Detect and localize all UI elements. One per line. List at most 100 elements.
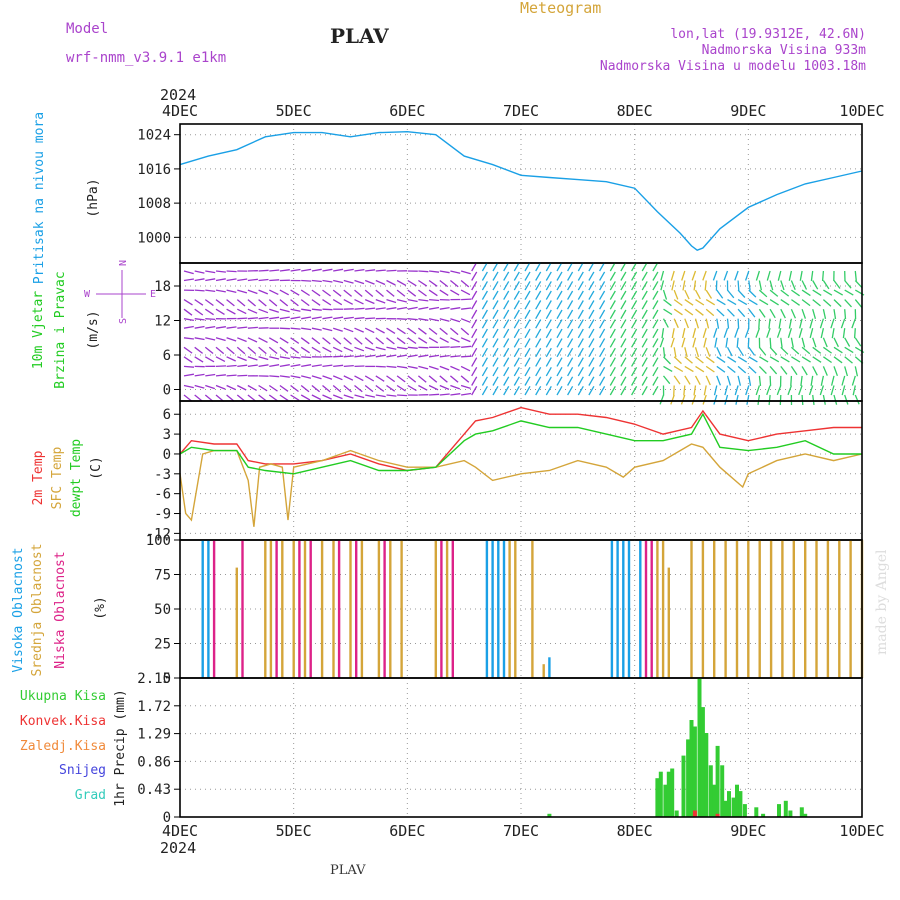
wind-arrow — [503, 376, 510, 386]
wind-arrow — [705, 375, 711, 386]
wind-arrow — [704, 280, 707, 291]
wind-arrow — [830, 385, 835, 396]
time-axis-top: 4DEC 5DEC 6DEC 7DEC 8DEC 9DEC 10DEC — [162, 102, 885, 120]
wind-arrow — [513, 357, 520, 367]
wind-arrow — [332, 337, 342, 345]
compass-east: E — [150, 289, 156, 300]
wind-arrow — [215, 384, 226, 390]
wind-arrow — [673, 308, 683, 316]
wind-arrow — [247, 346, 257, 355]
wind-arrow — [684, 308, 694, 316]
wind-arrow — [300, 384, 310, 393]
wind-arrow — [778, 318, 782, 329]
wind-arrow — [609, 338, 616, 348]
wind-arrow — [556, 290, 563, 300]
wind-arrow — [290, 299, 299, 307]
cloud-unit: (%) — [93, 596, 108, 619]
wind-arrow — [726, 289, 735, 299]
bar-ukupna-kisa — [727, 791, 731, 817]
wind-arrow — [205, 270, 216, 274]
wind-arrow — [716, 375, 722, 386]
wind-arrow — [194, 325, 205, 329]
wind-arrow — [758, 289, 768, 298]
bar-niska-oblacnost — [355, 540, 358, 678]
wind-arrow — [471, 366, 478, 377]
wind-arrow — [524, 366, 531, 377]
wind-arrow — [343, 316, 354, 320]
wind-arrow — [724, 394, 729, 405]
wind-arrow — [577, 347, 584, 358]
wind-arrow — [396, 354, 408, 358]
temp-ylabel-3: dewpt Temp — [69, 439, 84, 517]
wind-arrow — [599, 271, 606, 281]
wind-arrow — [450, 318, 461, 323]
bar-srednja-oblacnost — [656, 540, 659, 678]
wind-arrow — [746, 394, 750, 405]
wind-arrow — [556, 366, 563, 377]
wind-arrow — [577, 385, 584, 396]
wind-arrow — [545, 300, 552, 310]
wind-arrow — [758, 375, 762, 386]
wind-arrow — [812, 299, 821, 307]
wind-arrow — [290, 327, 301, 330]
wind-arrow — [183, 299, 193, 306]
bar-ukupna-kisa — [689, 720, 694, 817]
wind-arrow — [194, 308, 204, 316]
wind-arrow — [556, 376, 563, 386]
wind-arrow — [290, 394, 300, 401]
wind-arrow — [831, 328, 835, 339]
wind-arrow — [769, 365, 778, 375]
wind-arrow — [727, 365, 736, 374]
bar-ukupna-kisa — [697, 678, 702, 817]
wind-arrow — [641, 281, 648, 291]
wind-arrow — [684, 289, 690, 300]
wind-arrow — [354, 299, 364, 305]
wind-arrow — [237, 384, 247, 391]
bar-ukupna-kisa — [803, 813, 808, 817]
wind-arrow — [695, 365, 705, 373]
wind-arrow — [481, 347, 488, 358]
wind-arrow — [609, 309, 616, 320]
wind-arrow — [204, 299, 214, 307]
wind-arrow — [684, 356, 693, 364]
wind-arrow — [407, 337, 417, 345]
wind-arrow — [396, 289, 406, 297]
wind-arrow — [535, 347, 542, 358]
wind-arrow — [322, 268, 333, 272]
wind-arrow — [844, 280, 852, 289]
y-tick-label: 18 — [154, 279, 171, 295]
bar-srednja-oblacnost — [377, 540, 381, 678]
wind-arrow — [631, 290, 638, 300]
wind-arrow — [418, 365, 429, 370]
footer-station: PLAV — [330, 863, 366, 878]
wind-arrow — [418, 279, 428, 287]
wind-arrow — [481, 319, 488, 329]
wind-arrow — [481, 357, 488, 367]
wind-arrow — [652, 357, 659, 367]
wind-arrow — [682, 280, 686, 291]
bar-ukupna-kisa — [666, 771, 671, 817]
wind-arrow — [354, 375, 364, 382]
bar-ukupna-kisa — [674, 810, 679, 817]
wind-arrow — [375, 337, 385, 345]
wind-arrow — [705, 318, 710, 329]
wind-arrow — [194, 337, 205, 341]
wind-arrow — [661, 328, 665, 339]
wind-arrow — [226, 384, 236, 391]
wind-arrow — [791, 299, 800, 306]
wind-arrow — [588, 300, 595, 310]
wind-arrow — [812, 394, 815, 405]
wind-arrow — [812, 289, 822, 296]
bar-srednja-oblacnost — [542, 664, 545, 678]
wind-arrow — [545, 347, 552, 358]
wind-arrow — [588, 385, 595, 396]
bar-ukupna-kisa — [681, 755, 686, 817]
y-tick-label: 1008 — [137, 196, 171, 212]
wind-arrow — [183, 270, 194, 275]
wind-arrow — [662, 289, 668, 300]
wind-arrow — [545, 319, 552, 329]
wind-arrow — [364, 279, 375, 285]
wind-arrow — [620, 328, 627, 339]
bar-ukupna-kisa — [547, 813, 552, 817]
